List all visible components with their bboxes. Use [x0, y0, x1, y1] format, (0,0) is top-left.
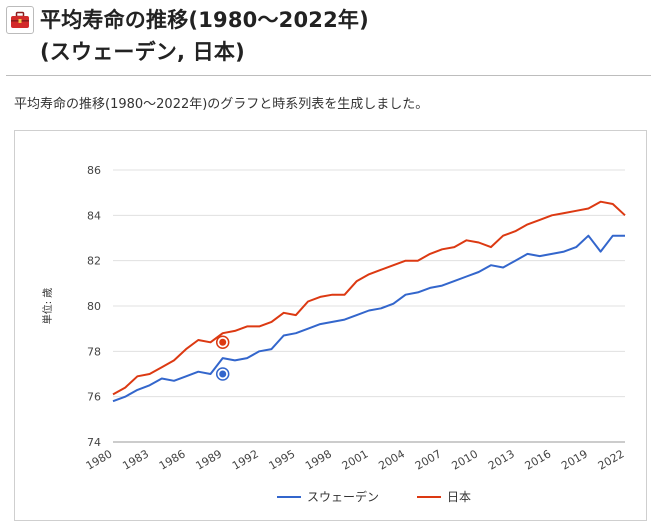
x-tick-label: 2007 — [413, 447, 444, 472]
series-line-sweden[interactable] — [112, 234, 625, 403]
y-tick-label: 76 — [87, 391, 101, 404]
highlight-marker-dot[interactable] — [219, 338, 227, 346]
intro-text: 平均寿命の推移(1980～2022年)のグラフと時系列表を生成しました。 — [14, 97, 429, 112]
y-tick-label: 86 — [87, 164, 101, 177]
title-row: 平均寿命の推移(1980～2022年) (スウェーデン, 日本) — [6, 4, 651, 68]
page-header: 平均寿命の推移(1980～2022年) (スウェーデン, 日本) — [6, 4, 651, 68]
page-title-line1: 平均寿命の推移(1980～2022年) — [40, 8, 369, 32]
y-axis-label: 単位: 歳 — [41, 288, 54, 325]
highlight-marker-dot[interactable] — [219, 370, 227, 378]
legend-label-sweden[interactable]: スウェーデン — [307, 489, 379, 504]
header-divider — [6, 75, 651, 76]
y-tick-label: 84 — [87, 209, 101, 222]
x-tick-label: 2001 — [340, 447, 371, 472]
chart-container: 74 76 78 80 82 84 86 1980 1983 1986 1989 1992 1995 19… — [14, 130, 647, 521]
y-tick-label: 74 — [87, 436, 101, 449]
x-tick-label: 2013 — [486, 447, 517, 472]
page-title-line2: (スウェーデン, 日本) — [40, 40, 245, 64]
x-tick-label: 2016 — [523, 447, 554, 472]
x-tick-label: 1992 — [230, 447, 261, 472]
x-tick-label: 1983 — [120, 447, 151, 472]
x-tick-label: 2010 — [449, 447, 480, 472]
x-tick-label: 2004 — [376, 447, 407, 472]
x-tick-label: 1980 — [84, 447, 115, 472]
toolbox-icon — [6, 6, 34, 34]
x-tick-label: 1989 — [193, 447, 224, 472]
x-tick-label: 2019 — [559, 447, 590, 472]
legend-label-japan[interactable]: 日本 — [447, 490, 471, 504]
y-tick-label: 78 — [87, 345, 101, 358]
line-chart[interactable]: 74 76 78 80 82 84 86 1980 1983 1986 1989 1992 1995 19… — [15, 131, 646, 520]
x-tick-label: 1995 — [267, 447, 298, 472]
series-line-japan[interactable] — [112, 200, 626, 396]
x-tick-label: 1986 — [157, 447, 188, 472]
x-tick-label: 2022 — [596, 447, 627, 472]
x-tick-label: 1998 — [303, 447, 334, 472]
y-tick-label: 80 — [87, 300, 101, 313]
y-tick-label: 82 — [87, 255, 101, 268]
